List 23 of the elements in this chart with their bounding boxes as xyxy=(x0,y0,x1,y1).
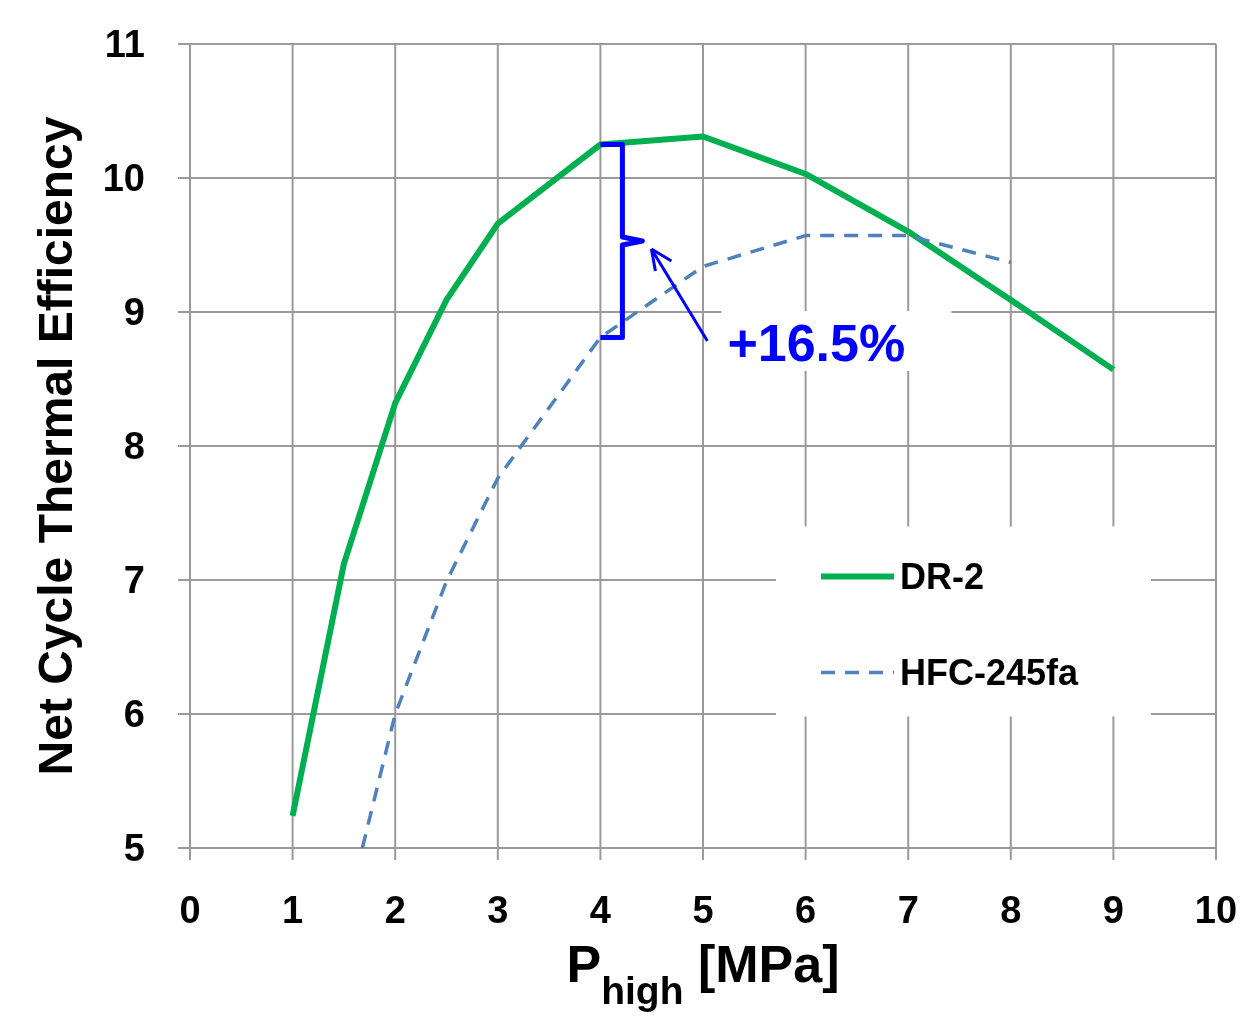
x-tick-label: 9 xyxy=(1102,889,1124,931)
x-tick-label: 4 xyxy=(589,889,611,931)
y-tick-label: 6 xyxy=(123,693,145,735)
y-tick-label: 8 xyxy=(123,425,145,467)
y-axis-title: Net Cycle Thermal Efficiency xyxy=(29,116,82,776)
x-tick-label: 8 xyxy=(1000,889,1022,931)
y-tick-label: 10 xyxy=(102,157,145,199)
x-tick-label: 6 xyxy=(795,889,817,931)
x-tick-label: 2 xyxy=(384,889,406,931)
annotation: +16.5% xyxy=(727,313,906,372)
legend-label: DR-2 xyxy=(900,556,985,598)
x-tick-label: 3 xyxy=(487,889,509,931)
x-axis-title: P$_{high}$ [MPa] xyxy=(566,935,840,1012)
y-tick-label: 11 xyxy=(104,23,145,65)
x-tick-label: 5 xyxy=(692,889,714,931)
x-tick-label: 1 xyxy=(282,889,304,931)
x-tick-label: 10 xyxy=(1194,889,1238,931)
y-tick-label: 9 xyxy=(123,291,145,333)
y-tick-label: 7 xyxy=(123,559,145,601)
x-tick-label: 0 xyxy=(179,889,201,931)
y-tick-label: 5 xyxy=(123,827,145,869)
x-tick-label: 7 xyxy=(897,889,919,931)
legend-label: HFC-245fa xyxy=(900,652,1080,694)
